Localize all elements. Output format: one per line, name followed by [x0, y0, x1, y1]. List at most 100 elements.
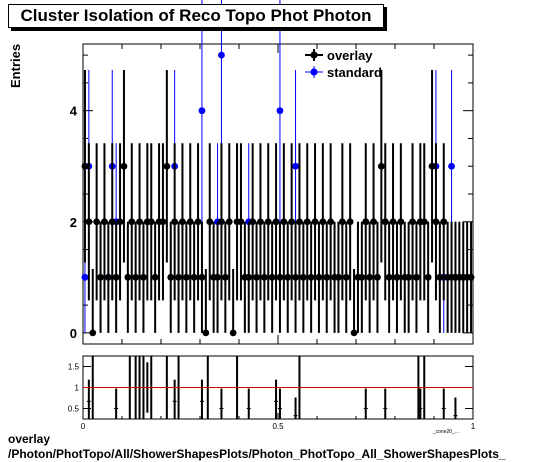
overlay-point: [358, 273, 366, 281]
overlay-point: [179, 218, 186, 226]
overlay-point: [292, 273, 299, 281]
overlay-point: [420, 218, 428, 226]
overlay-point: [350, 329, 358, 337]
overlay-point: [389, 218, 397, 226]
footer-caption: overlay /Photon/PhotTopo/All/ShowerShape…: [8, 432, 506, 462]
ratio-point: [364, 407, 367, 410]
overlay-point: [104, 273, 112, 281]
overlay-point: [276, 273, 284, 281]
overlay-point: [120, 162, 128, 170]
overlay-point: [221, 273, 229, 281]
overlay-point: [89, 329, 97, 337]
overlay-point: [288, 218, 296, 226]
ratio-plot: 0.511.50 0.5 1_cone20_...: [68, 355, 476, 435]
overlay-point: [171, 218, 179, 226]
overlay-point: [327, 218, 335, 226]
overlay-point: [362, 218, 370, 226]
overlay-point: [249, 218, 257, 226]
overlay-point: [284, 273, 292, 281]
footer-line-2: /Photon/PhotTopo/All/ShowerShapesPlots/P…: [8, 447, 506, 461]
overlay-point: [338, 218, 346, 226]
standard-point: [198, 107, 206, 115]
ratio-point: [200, 400, 204, 403]
ratio-point: [114, 407, 118, 410]
overlay-point: [147, 218, 155, 226]
overlay-point: [374, 273, 381, 281]
footer-line-1: overlay: [8, 432, 51, 446]
overlay-point: [194, 218, 202, 226]
overlay-point: [225, 218, 233, 226]
overlay-point: [93, 218, 101, 226]
y-tick-label: 4: [70, 104, 78, 119]
overlay-point: [323, 273, 331, 281]
legend-label-overlay: overlay: [327, 48, 373, 63]
overlay-point: [315, 273, 323, 281]
title-box: Cluster Isolation of Reco Topo Phot Phot…: [8, 4, 384, 28]
overlay-point: [264, 218, 272, 226]
overlay-point: [81, 162, 89, 170]
overlay-point: [311, 218, 319, 226]
standard-point: [448, 162, 455, 170]
overlay-point: [296, 218, 303, 226]
ratio-point: [274, 400, 278, 403]
overlay-point: [198, 273, 206, 281]
overlay-point: [257, 218, 264, 226]
plot-title: Cluster Isolation of Reco Topo Phot Phot…: [20, 6, 372, 25]
overlay-point: [182, 273, 190, 281]
ratio-x-tick-label: 1: [471, 422, 476, 431]
overlay-point: [101, 218, 108, 226]
overlay-point: [280, 218, 288, 226]
overlay-point: [319, 218, 327, 226]
overlay-point: [413, 273, 420, 281]
overlay-point: [128, 218, 136, 226]
ratio-point: [454, 414, 457, 417]
overlay-point: [260, 273, 268, 281]
ratio-y-tick-label: 0.5: [68, 405, 80, 414]
overlay-point: [397, 218, 405, 226]
overlay-point: [366, 273, 374, 281]
legend-marker-standard: [310, 68, 318, 76]
ratio-point: [247, 407, 250, 410]
overlay-point: [342, 273, 350, 281]
overlay-point: [272, 218, 280, 226]
ratio-point: [442, 407, 445, 410]
main-frame: [82, 43, 474, 345]
overlay-point: [97, 273, 104, 281]
overlay-point: [385, 273, 393, 281]
overlay-point: [190, 273, 198, 281]
standard-point: [218, 51, 225, 59]
overlay-point: [132, 273, 140, 281]
overlay-point: [409, 218, 416, 226]
overlay-point: [370, 218, 377, 226]
y-tick-label: 0: [70, 326, 77, 341]
ratio-point: [384, 407, 387, 410]
overlay-point: [140, 273, 147, 281]
overlay-point: [159, 218, 167, 226]
overlay-point: [237, 218, 245, 226]
ratio-point: [294, 414, 297, 417]
ratio-y-tick-label: 1.5: [68, 363, 80, 372]
y-axis-label: Entries: [8, 43, 23, 88]
overlay-point: [405, 273, 413, 281]
overlay-point: [167, 273, 175, 281]
overlay-point: [393, 273, 401, 281]
overlay-point: [218, 218, 225, 226]
overlay-point: [112, 273, 120, 281]
overlay-point: [424, 273, 432, 281]
overlay-point: [268, 273, 276, 281]
overlay-point: [428, 162, 436, 170]
overlay-point: [377, 162, 385, 170]
overlay-point: [436, 273, 444, 281]
overlay-point: [85, 218, 93, 226]
ratio-point: [220, 407, 223, 410]
overlay-point: [136, 218, 143, 226]
overlay-point: [335, 273, 342, 281]
overlay-point: [229, 329, 237, 337]
overlay-point: [245, 273, 253, 281]
overlay-point: [186, 218, 194, 226]
overlay-point: [202, 329, 210, 337]
overlay-point: [253, 273, 260, 281]
ratio-x-tick-label: 0.5: [272, 422, 284, 431]
y-tick-label: 2: [70, 215, 77, 230]
